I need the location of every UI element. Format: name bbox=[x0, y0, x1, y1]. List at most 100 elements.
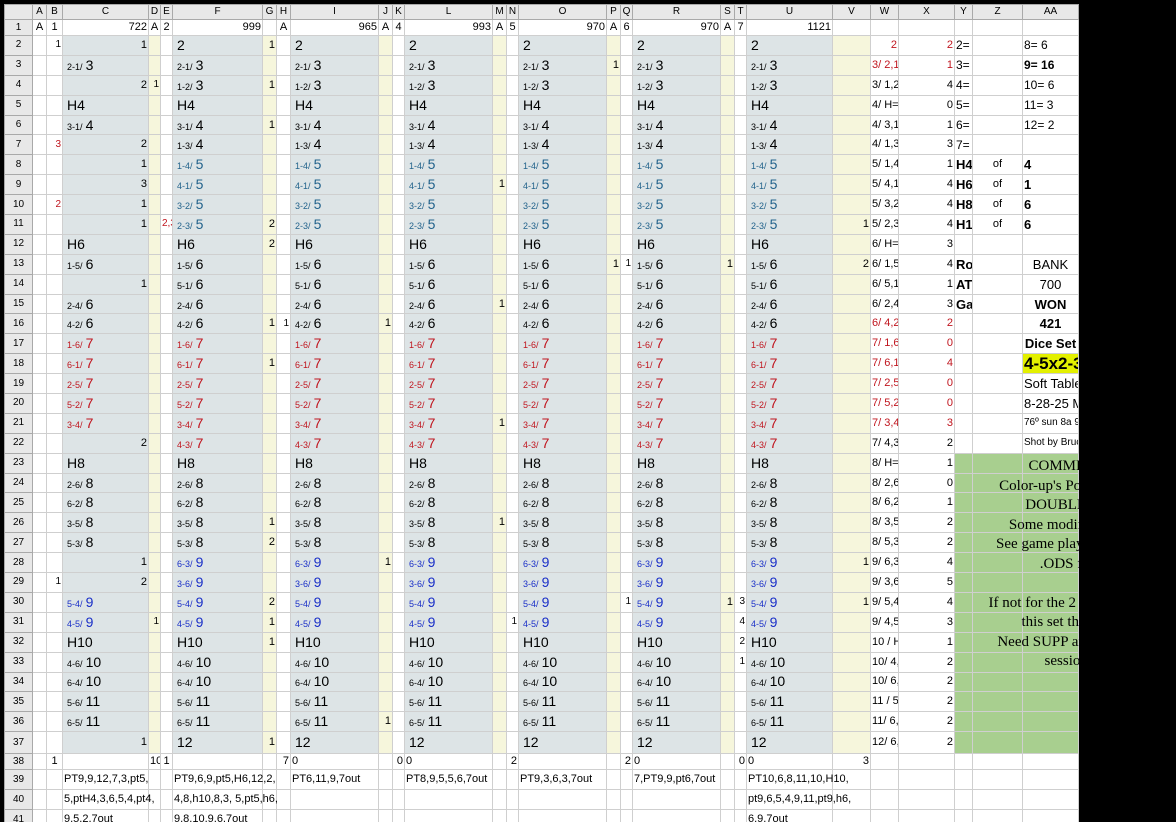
cell-O16[interactable]: 4-2/ 6 bbox=[518, 313, 607, 335]
cell-E29[interactable] bbox=[160, 572, 173, 593]
cell-AA28[interactable] bbox=[1022, 552, 1079, 574]
cell-F17[interactable]: 1-6/ 7 bbox=[172, 333, 263, 355]
cell-K37[interactable] bbox=[392, 731, 405, 755]
cell-O5[interactable]: H4 bbox=[518, 94, 607, 116]
cell-B17[interactable] bbox=[46, 333, 63, 355]
cell-O37[interactable]: 12 bbox=[518, 731, 607, 755]
row-header-13[interactable]: 13 bbox=[4, 253, 33, 275]
cell-U8[interactable]: 1-4/ 5 bbox=[746, 154, 833, 176]
cell-F40[interactable]: 4,8,h10,8,3, 5,pt5,h6, bbox=[172, 789, 278, 811]
cell-S38[interactable] bbox=[720, 753, 735, 771]
cell-AA19[interactable]: Soft Table bbox=[1022, 373, 1079, 395]
cell-N2[interactable] bbox=[506, 35, 519, 56]
cell-E35[interactable] bbox=[160, 691, 173, 713]
cell-N8[interactable] bbox=[506, 154, 519, 176]
cell-AA6[interactable]: 12= 2 bbox=[1022, 114, 1079, 136]
cell-G31[interactable]: 1 bbox=[262, 611, 277, 633]
cell-AA31[interactable] bbox=[1022, 611, 1079, 633]
column-header-J[interactable]: J bbox=[378, 4, 393, 20]
cell-M9[interactable]: 1 bbox=[492, 174, 507, 196]
cell-S11[interactable] bbox=[720, 214, 735, 235]
cell-S10[interactable] bbox=[720, 194, 735, 216]
cell-K28[interactable] bbox=[392, 552, 405, 574]
cell-J27[interactable] bbox=[378, 532, 393, 554]
cell-W4[interactable]: 3/ 1,2 bbox=[870, 74, 899, 96]
cell-G2[interactable]: 1 bbox=[262, 35, 277, 56]
cell-E14[interactable] bbox=[160, 273, 173, 295]
cell-P35[interactable] bbox=[606, 691, 621, 713]
cell-M40[interactable] bbox=[492, 789, 507, 811]
cell-J9[interactable] bbox=[378, 174, 393, 196]
cell-C20[interactable]: 5-2/ 7 bbox=[62, 393, 149, 414]
row-header-33[interactable]: 33 bbox=[4, 651, 33, 673]
cell-W19[interactable]: 7/ 2,5= bbox=[870, 373, 899, 395]
cell-U18[interactable]: 6-1/ 7 bbox=[746, 353, 833, 375]
cell-T22[interactable] bbox=[734, 432, 747, 454]
cell-J18[interactable] bbox=[378, 353, 393, 375]
cell-B15[interactable] bbox=[46, 293, 63, 315]
cell-S23[interactable] bbox=[720, 452, 735, 474]
cell-K41[interactable] bbox=[392, 809, 405, 822]
cell-T25[interactable] bbox=[734, 492, 747, 514]
cell-V6[interactable] bbox=[832, 114, 871, 136]
cell-P20[interactable] bbox=[606, 393, 621, 414]
row-header-28[interactable]: 28 bbox=[4, 552, 33, 574]
cell-P26[interactable] bbox=[606, 512, 621, 534]
cell-X32[interactable]: 1 bbox=[898, 631, 955, 653]
cell-C24[interactable]: 2-6/ 8 bbox=[62, 472, 149, 494]
cell-S18[interactable] bbox=[720, 353, 735, 375]
cell-V11[interactable]: 1 bbox=[832, 214, 871, 235]
cell-R37[interactable]: 12 bbox=[632, 731, 721, 755]
row-header-36[interactable]: 36 bbox=[4, 711, 33, 733]
cell-T20[interactable] bbox=[734, 393, 747, 414]
cell-V8[interactable] bbox=[832, 154, 871, 176]
cell-Y7[interactable]: 7= 9 bbox=[954, 134, 973, 156]
cell-J21[interactable] bbox=[378, 412, 393, 434]
cell-W3[interactable]: 3/ 2,1 bbox=[870, 54, 899, 76]
cell-U38[interactable]: 0 bbox=[746, 753, 833, 771]
cell-X11[interactable]: 4 bbox=[898, 214, 955, 235]
cell-C2[interactable]: 1 bbox=[62, 35, 149, 56]
cell-V29[interactable] bbox=[832, 572, 871, 593]
cell-L17[interactable]: 1-6/ 7 bbox=[404, 333, 493, 355]
cell-C37[interactable]: 1 bbox=[62, 731, 149, 755]
cell-H5[interactable] bbox=[276, 94, 291, 116]
cell-W2[interactable]: 2 bbox=[870, 35, 899, 56]
cell-G16[interactable]: 1 bbox=[262, 313, 277, 335]
cell-Q12[interactable] bbox=[620, 233, 633, 255]
cell-B11[interactable] bbox=[46, 214, 63, 235]
cell-T23[interactable] bbox=[734, 452, 747, 474]
cell-U27[interactable]: 5-3/ 8 bbox=[746, 532, 833, 554]
cell-C19[interactable]: 2-5/ 7 bbox=[62, 373, 149, 395]
cell-W21[interactable]: 7/ 3,4= bbox=[870, 412, 899, 434]
cell-V10[interactable] bbox=[832, 194, 871, 216]
cell-E24[interactable] bbox=[160, 472, 173, 494]
row-header-19[interactable]: 19 bbox=[4, 373, 33, 395]
cell-Q18[interactable] bbox=[620, 353, 633, 375]
cell-A18[interactable] bbox=[32, 353, 47, 375]
cell-AA7[interactable] bbox=[1022, 134, 1079, 156]
cell-W1[interactable] bbox=[870, 19, 899, 36]
cell-R36[interactable]: 6-5/ 11 bbox=[632, 711, 721, 733]
cell-A30[interactable] bbox=[32, 591, 47, 613]
cell-T35[interactable] bbox=[734, 691, 747, 713]
cell-R27[interactable]: 5-3/ 8 bbox=[632, 532, 721, 554]
cell-A6[interactable] bbox=[32, 114, 47, 136]
cell-G4[interactable]: 1 bbox=[262, 74, 277, 96]
cell-S25[interactable] bbox=[720, 492, 735, 514]
cell-R32[interactable]: H10 bbox=[632, 631, 721, 653]
cell-W25[interactable]: 8/ 6,2= bbox=[870, 492, 899, 514]
cell-AA16[interactable]: 421 bbox=[1022, 313, 1079, 335]
cell-Q13[interactable]: 1 bbox=[620, 253, 633, 275]
cell-AA23[interactable] bbox=[1022, 452, 1079, 474]
cell-T12[interactable] bbox=[734, 233, 747, 255]
cell-A29[interactable] bbox=[32, 572, 47, 593]
cell-M15[interactable]: 1 bbox=[492, 293, 507, 315]
cell-K17[interactable] bbox=[392, 333, 405, 355]
cell-A9[interactable] bbox=[32, 174, 47, 196]
cell-K16[interactable] bbox=[392, 313, 405, 335]
row-header-23[interactable]: 23 bbox=[4, 452, 33, 474]
cell-E2[interactable] bbox=[160, 35, 173, 56]
cell-E41[interactable] bbox=[160, 809, 173, 822]
cell-J14[interactable] bbox=[378, 273, 393, 295]
